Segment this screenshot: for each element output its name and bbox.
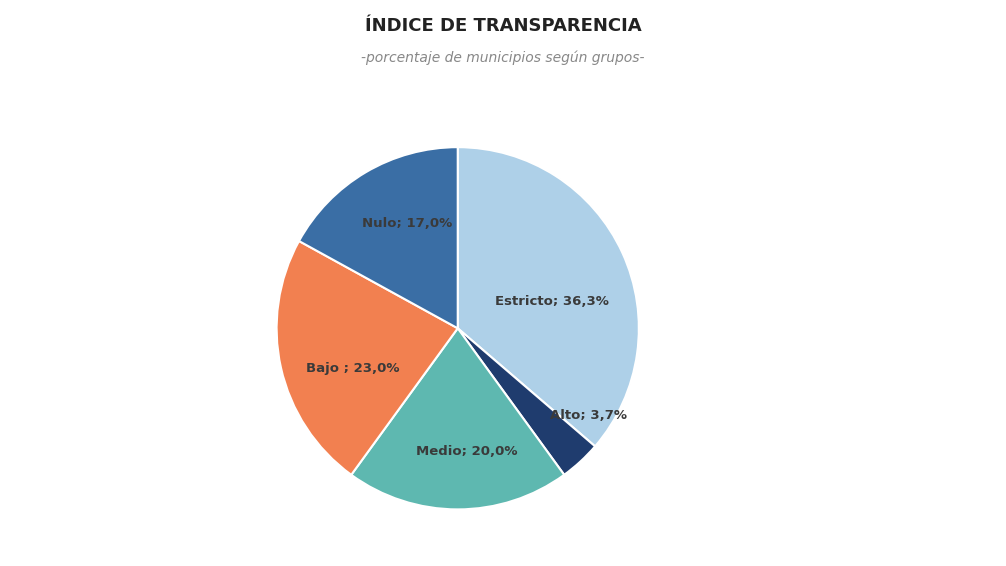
Wedge shape <box>458 147 639 447</box>
Wedge shape <box>351 328 564 509</box>
Text: -porcentaje de municipios según grupos-: -porcentaje de municipios según grupos- <box>361 51 645 66</box>
Wedge shape <box>299 147 458 328</box>
Text: ÍNDICE DE TRANSPARENCIA: ÍNDICE DE TRANSPARENCIA <box>365 17 641 35</box>
Text: Bajo ; 23,0%: Bajo ; 23,0% <box>306 362 399 375</box>
Text: Alto; 3,7%: Alto; 3,7% <box>549 409 627 422</box>
Wedge shape <box>277 241 458 475</box>
Wedge shape <box>458 328 596 475</box>
Text: Medio; 20,0%: Medio; 20,0% <box>416 445 517 458</box>
Text: Nulo; 17,0%: Nulo; 17,0% <box>362 217 452 230</box>
Text: Estricto; 36,3%: Estricto; 36,3% <box>495 295 609 307</box>
